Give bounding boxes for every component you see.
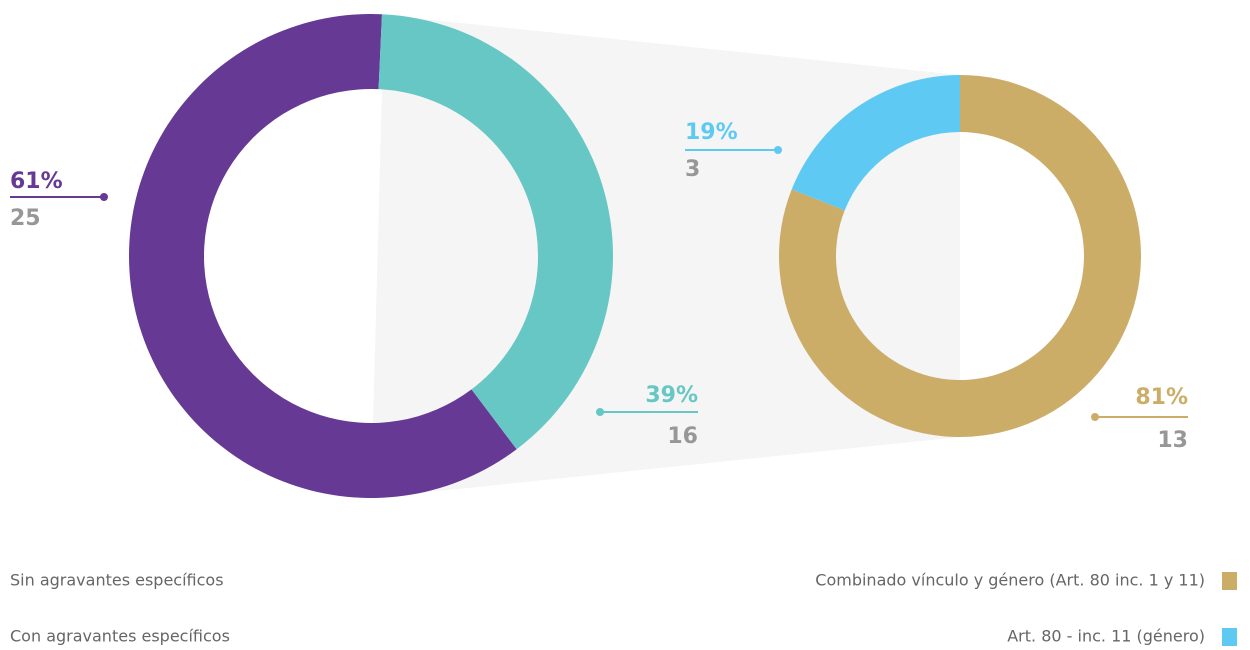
legend-label: Con agravantes específicos — [10, 627, 230, 646]
leader-dot — [100, 193, 108, 201]
count-label: 25 — [10, 206, 41, 231]
count-label: 3 — [685, 157, 700, 182]
donut-slice — [791, 75, 960, 211]
donut-slice — [378, 14, 613, 450]
percent-label: 39% — [645, 383, 698, 408]
percent-label: 19% — [685, 120, 738, 145]
donut-slice — [128, 13, 517, 498]
leader-dot — [596, 408, 604, 416]
legend-swatch — [1222, 628, 1237, 646]
leader-dot — [1091, 413, 1099, 421]
legend-label: Sin agravantes específicos — [10, 571, 224, 590]
leader-dot — [774, 146, 782, 154]
legend-label: Art. 80 - inc. 11 (género) — [1007, 627, 1205, 646]
percent-label: 81% — [1135, 385, 1188, 410]
count-label: 16 — [667, 424, 698, 449]
percent-label: 61% — [10, 169, 63, 194]
donut-slice — [779, 75, 1141, 438]
count-label: 13 — [1157, 428, 1188, 453]
legend-swatch — [1222, 572, 1237, 590]
legend-label: Combinado vínculo y género (Art. 80 inc.… — [815, 571, 1205, 590]
